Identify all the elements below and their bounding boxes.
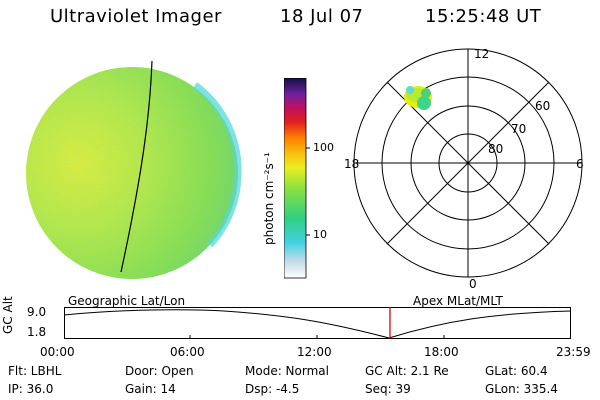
- disk-edge-glow: [192, 82, 242, 248]
- colorbar-tick-100: 100: [313, 141, 334, 154]
- disk-texture: [26, 67, 238, 279]
- xtick-1800: 18:00: [424, 345, 459, 359]
- dsp-value: Dsp: -4.5: [245, 382, 300, 396]
- polar-diagonal-b: [386, 81, 550, 245]
- timeline-left-title: Geographic Lat/Lon: [68, 294, 186, 308]
- colorbar: 100 10: [284, 78, 334, 279]
- altitude-timeline: [64, 307, 572, 339]
- ip-value: IP: 36.0: [8, 382, 54, 396]
- filter-value: Flt: LBHL: [8, 364, 62, 378]
- mlt-label-12: 12: [474, 47, 489, 61]
- colorbar-unit-label: photon cm⁻²s⁻¹: [254, 110, 280, 260]
- lat-label-80: 80: [488, 142, 503, 156]
- seq-value: Seq: 39: [365, 382, 411, 396]
- header-bar: Ultraviolet Imager 18 Jul 07 15:25:48 UT: [0, 6, 600, 32]
- mlt-label-18: 18: [344, 157, 359, 171]
- xtick-0000: 00:00: [40, 345, 75, 359]
- xtick-0600: 06:00: [170, 345, 205, 359]
- lat-label-70: 70: [511, 122, 526, 136]
- xtick-2359: 23:59: [556, 345, 591, 359]
- colorbar-tick-10: 10: [313, 228, 327, 241]
- colorbar-unit-text: photon cm⁻²s⁻¹: [262, 152, 276, 245]
- altitude-curve: [64, 309, 572, 339]
- geographic-image: [26, 60, 242, 279]
- mlt-label-6: 6: [576, 157, 584, 171]
- instrument-title: Ultraviolet Imager: [50, 6, 222, 27]
- mlt-label-0: 0: [469, 277, 477, 291]
- xtick-1200: 12:00: [297, 345, 332, 359]
- date-label: 18 Jul 07: [280, 6, 364, 27]
- mode-value: Mode: Normal: [245, 364, 329, 378]
- polar-plot: 12 18 6 0 60 70 80: [344, 47, 584, 291]
- timeline-ytick-9: 9.0: [27, 305, 47, 319]
- info-row-1: Flt: LBHL Door: Open Mode: Normal GC Alt…: [0, 364, 600, 380]
- timeline-axis-label: GC Alt: [1, 296, 15, 334]
- glon-value: GLon: 335.4: [485, 382, 558, 396]
- door-value: Door: Open: [125, 364, 194, 378]
- info-row-2: IP: 36.0 Gain: 14 Dsp: -4.5 Seq: 39 GLon…: [0, 382, 600, 398]
- aurora-blob: [404, 86, 432, 110]
- gain-value: Gain: 14: [125, 382, 176, 396]
- timeline-right-title: Apex MLat/MLT: [413, 294, 503, 308]
- glat-value: GLat: 60.4: [485, 364, 548, 378]
- lat-label-60: 60: [535, 99, 550, 113]
- timeline-ytick-1-8: 1.8: [27, 325, 47, 339]
- terminator-line: [120, 60, 153, 273]
- colorbar-scale: [284, 78, 307, 279]
- gc-alt-value: GC Alt: 2.1 Re: [365, 364, 449, 378]
- time-label: 15:25:48 UT: [425, 6, 542, 27]
